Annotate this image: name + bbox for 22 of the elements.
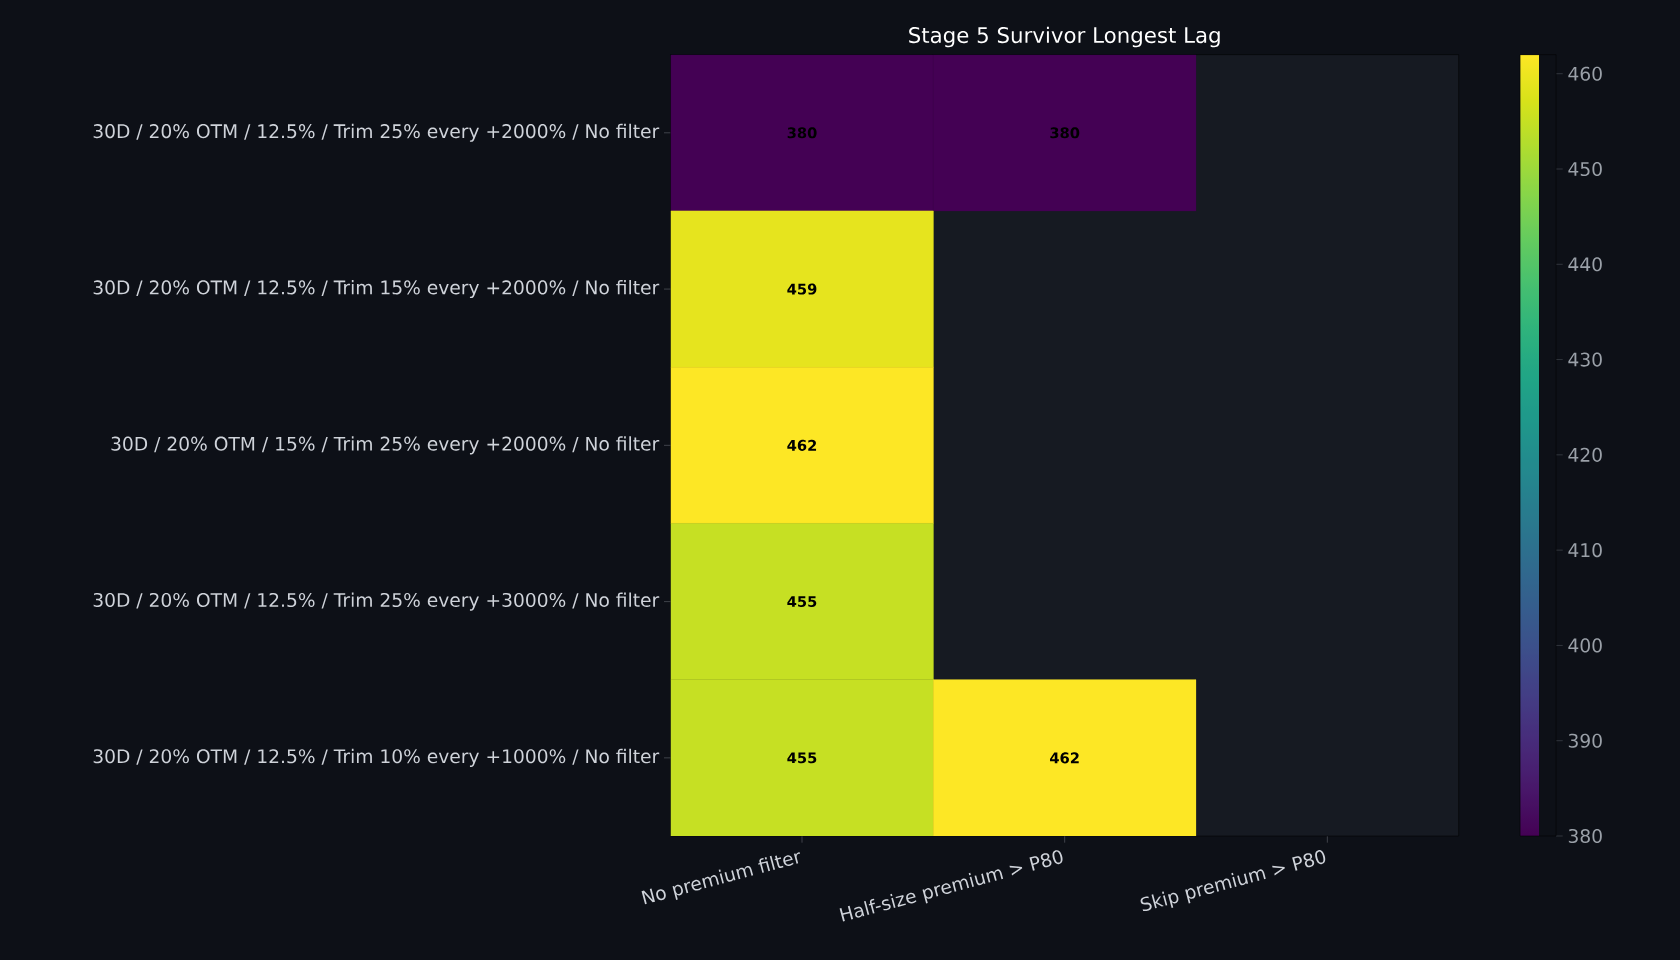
data-label: 459: [787, 283, 817, 295]
color-bar-label: 450: [1568, 161, 1602, 177]
data-label: 455: [787, 752, 817, 764]
color-bar-label: 440: [1568, 257, 1602, 272]
y-tick-label: 30D / 20% OTM / 15% / Trim 25% every +2000% / No filter: [111, 436, 660, 455]
y-tick-label: 30D / 20% OTM / 12.5% / Trim 10% every +1000% / No filter: [93, 748, 660, 767]
data-label: 462: [1050, 752, 1079, 764]
color-bar-label: 420: [1568, 447, 1602, 462]
color-bar-label: 400: [1568, 638, 1602, 653]
y-tick-label: 30D / 20% OTM / 12.5% / Trim 25% every +2000% / No filter: [93, 123, 660, 142]
color-bar-label: 390: [1568, 733, 1602, 748]
color-bar-label: 380: [1568, 828, 1602, 844]
color-bar-label: 410: [1568, 543, 1602, 558]
y-tick-label: 30D / 20% OTM / 12.5% / Trim 15% every +2000% / No filter: [93, 280, 660, 299]
color-bar-label: 430: [1568, 352, 1602, 367]
y-tick-label: 30D / 20% OTM / 12.5% / Trim 25% every +3000% / No filter: [93, 592, 660, 611]
data-label: 380: [787, 127, 817, 139]
data-label: 462: [787, 439, 817, 451]
color-bar-label: 460: [1568, 66, 1602, 81]
data-label: 380: [1050, 127, 1080, 139]
chart-title: Stage 5 Survivor Longest Lag: [909, 26, 1220, 48]
data-label: 455: [787, 596, 817, 608]
